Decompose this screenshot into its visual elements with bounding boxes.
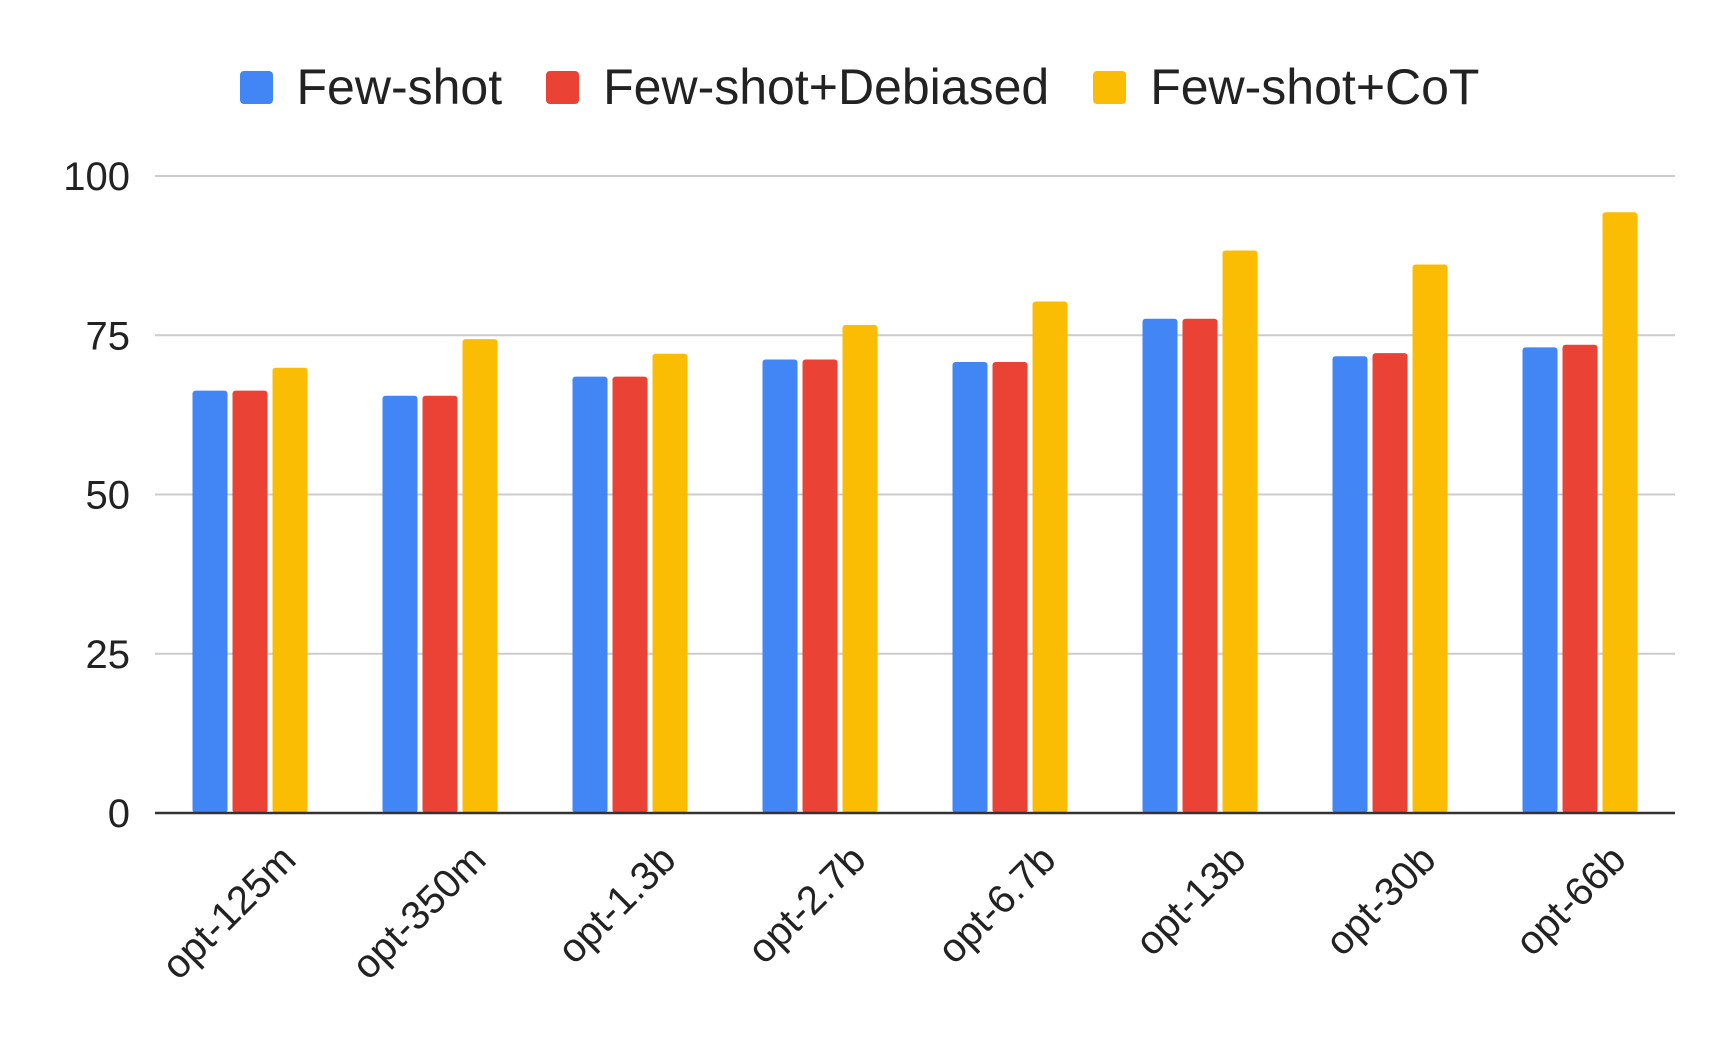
x-tick-label: opt-125m [154,837,305,988]
legend-swatch-few-shot [239,70,273,104]
y-tick-label: 100 [63,155,130,199]
y-tick-label: 0 [108,792,130,836]
x-axis-ticks: opt-125m opt-350m opt-1.3b opt-2.7b opt-6.7b… [154,837,1635,988]
x-tick-label: opt-2.7b [739,837,874,972]
bar[interactable] [762,359,798,813]
legend-label-few-shot-cot: Few-shot+CoT [1150,59,1480,115]
bar[interactable] [952,362,988,813]
legend-swatch-few-shot-cot [1093,70,1127,104]
bar[interactable] [842,325,878,813]
x-tick-label: opt-13b [1127,837,1254,964]
bar[interactable] [1182,318,1218,813]
bar[interactable] [652,353,688,813]
bar[interactable] [422,395,458,813]
bar[interactable] [1602,212,1638,813]
bar[interactable] [232,390,268,813]
legend-swatch-few-shot-debiased [546,70,580,104]
legend-item-few-shot[interactable]: Few-shot [239,58,503,116]
bar[interactable] [1332,356,1368,813]
bar[interactable] [1562,344,1598,813]
x-tick-label: opt-1.3b [549,837,684,972]
legend-label-few-shot: Few-shot [296,59,503,115]
bar[interactable] [272,367,308,813]
bar[interactable] [992,362,1028,813]
y-tick-label: 50 [86,474,131,518]
bar[interactable] [1412,264,1448,814]
bar[interactable] [1372,353,1408,813]
bar[interactable] [1222,250,1258,814]
bar[interactable] [192,390,228,813]
bar[interactable] [572,376,608,813]
x-tick-label: opt-30b [1317,837,1444,964]
legend-item-few-shot-debiased[interactable]: Few-shot+Debiased [546,58,1049,116]
bar[interactable] [382,395,418,813]
bar[interactable] [1142,318,1178,813]
x-tick-label: opt-6.7b [929,837,1064,972]
bar[interactable] [1522,347,1558,813]
legend: Few-shot Few-shot+Debiased Few-shot+CoT [0,52,1719,122]
bar[interactable] [1032,301,1068,813]
bar[interactable] [802,359,838,813]
bar[interactable] [462,339,498,813]
legend-label-few-shot-debiased: Few-shot+Debiased [603,59,1050,115]
bar[interactable] [612,376,648,813]
x-tick-label: opt-350m [344,837,495,988]
legend-item-few-shot-cot[interactable]: Few-shot+CoT [1093,58,1479,116]
y-tick-label: 25 [86,633,131,677]
y-axis-ticks: 0 25 50 75 100 [63,155,130,836]
x-tick-label: opt-66b [1507,837,1634,964]
y-tick-label: 75 [86,314,131,358]
bars [192,212,1638,814]
